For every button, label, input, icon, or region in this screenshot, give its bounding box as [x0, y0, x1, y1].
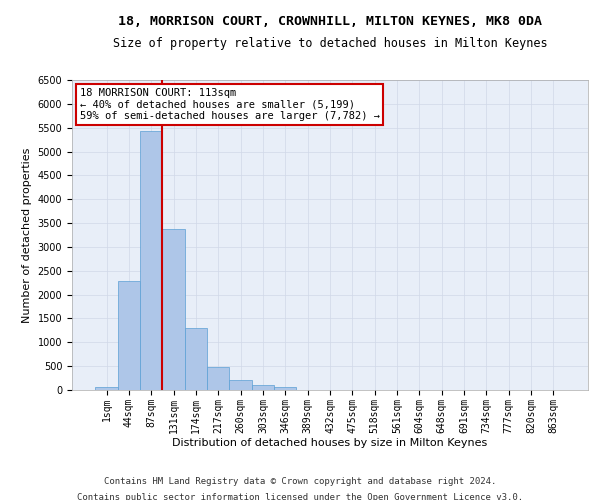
- Bar: [185, 328, 207, 390]
- Bar: [118, 282, 140, 390]
- Bar: [207, 366, 229, 390]
- Text: 18, MORRISON COURT, CROWNHILL, MILTON KEYNES, MK8 0DA: 18, MORRISON COURT, CROWNHILL, MILTON KE…: [118, 15, 542, 28]
- Y-axis label: Number of detached properties: Number of detached properties: [22, 148, 32, 322]
- Text: Contains HM Land Registry data © Crown copyright and database right 2024.: Contains HM Land Registry data © Crown c…: [104, 478, 496, 486]
- Bar: [274, 387, 296, 390]
- X-axis label: Distribution of detached houses by size in Milton Keynes: Distribution of detached houses by size …: [172, 438, 488, 448]
- Bar: [163, 229, 185, 390]
- Bar: [95, 386, 118, 390]
- Bar: [229, 380, 252, 390]
- Text: Size of property relative to detached houses in Milton Keynes: Size of property relative to detached ho…: [113, 38, 547, 51]
- Text: Contains public sector information licensed under the Open Government Licence v3: Contains public sector information licen…: [77, 492, 523, 500]
- Bar: [252, 386, 274, 390]
- Text: 18 MORRISON COURT: 113sqm
← 40% of detached houses are smaller (5,199)
59% of se: 18 MORRISON COURT: 113sqm ← 40% of detac…: [80, 88, 380, 121]
- Bar: [140, 131, 163, 390]
